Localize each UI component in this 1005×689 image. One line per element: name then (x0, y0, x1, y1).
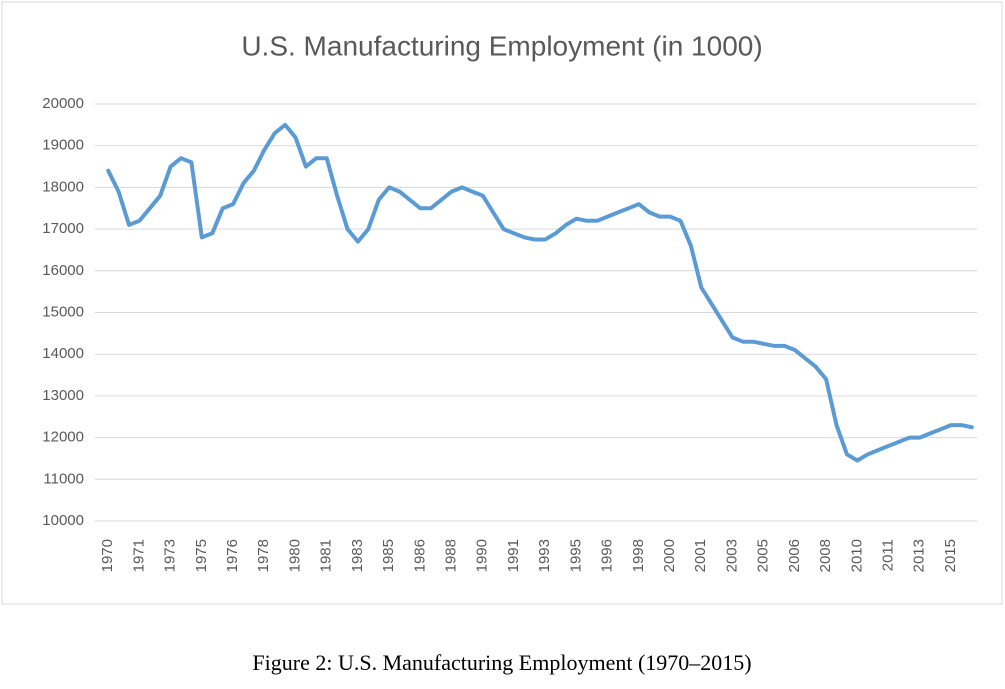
y-tick-label: 12000 (42, 429, 84, 446)
x-tick-label: 1978 (255, 539, 272, 572)
x-tick-label: 1985 (380, 539, 397, 572)
x-tick-label: 1996 (599, 539, 616, 572)
y-tick-label: 13000 (42, 387, 84, 404)
x-tick-label: 1973 (162, 539, 179, 572)
x-tick-label: 1993 (536, 539, 553, 572)
y-tick-label: 17000 (42, 220, 84, 237)
y-tick-label: 18000 (42, 178, 84, 195)
x-tick-label: 1983 (349, 539, 366, 572)
y-tick-label: 11000 (43, 470, 84, 487)
x-tick-label: 1970 (99, 539, 116, 572)
x-tick-label: 1975 (193, 539, 210, 572)
x-tick-label: 2005 (755, 539, 772, 572)
x-tick-label: 1981 (318, 539, 335, 572)
y-tick-label: 19000 (42, 137, 84, 154)
y-tick-label: 15000 (42, 303, 84, 320)
x-tick-label: 2000 (661, 539, 678, 572)
x-tick-label: 2003 (723, 539, 740, 572)
line-series (106, 122, 974, 463)
x-tick-label: 1976 (224, 539, 241, 572)
x-tick-label: 1998 (630, 539, 647, 572)
chart-title: U.S. Manufacturing Employment (in 1000) (241, 30, 762, 61)
y-tick-label: 20000 (42, 95, 84, 112)
x-tick-label: 1988 (443, 539, 460, 572)
x-tick-label: 2001 (692, 539, 709, 572)
x-tick-label: 1990 (474, 539, 491, 572)
x-tick-label: 2013 (911, 539, 928, 572)
chart-frame (1, 1, 1003, 605)
x-tick-label: 2008 (817, 539, 834, 572)
y-tick-label: 16000 (42, 262, 84, 279)
x-tick-label: 1986 (411, 539, 428, 572)
x-tick-label: 1991 (505, 539, 522, 572)
y-tick-label: 10000 (42, 512, 84, 529)
x-tick-label: 2015 (942, 539, 959, 572)
x-tick-label: 2011 (880, 539, 897, 571)
x-tick-label: 2010 (848, 539, 865, 572)
x-tick-label: 1995 (567, 539, 584, 572)
x-tick-label: 2006 (786, 539, 803, 572)
x-tick-label: 1971 (130, 539, 147, 572)
x-tick-label: 1980 (286, 539, 303, 572)
y-tick-label: 14000 (42, 345, 84, 362)
caption: Figure 2: U.S. Manufacturing Employment … (252, 650, 751, 675)
